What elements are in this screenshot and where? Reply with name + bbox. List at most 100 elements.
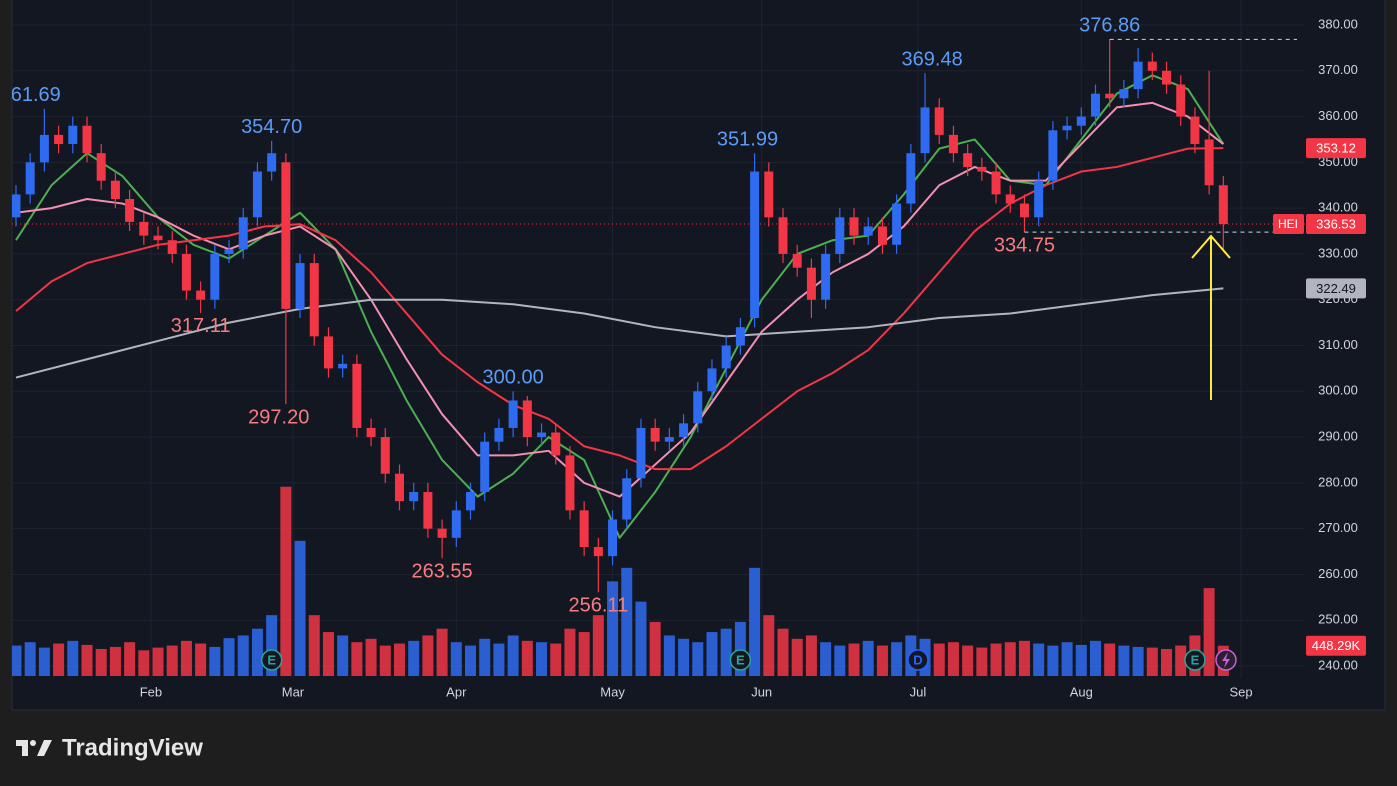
candle-body — [110, 180, 120, 199]
candle-body — [877, 226, 887, 245]
price-label-box — [1306, 138, 1366, 159]
candle-body — [1048, 130, 1058, 181]
volume-bar — [1118, 645, 1130, 676]
candle-body — [54, 134, 64, 145]
candle-body — [1204, 139, 1214, 186]
volume-bar — [1089, 640, 1101, 676]
volume-bar — [962, 645, 974, 676]
volume-bar — [436, 628, 448, 676]
volume-bar — [663, 635, 675, 676]
extreme-label: 351.99 — [717, 129, 778, 151]
y-tick-label: 260.00 — [1318, 566, 1358, 581]
volume-bar — [862, 640, 874, 676]
x-tick-label: Sep — [1230, 684, 1253, 699]
volume-bar — [280, 486, 292, 676]
candle-body — [508, 400, 518, 428]
volume-bar — [678, 638, 690, 676]
volume-bar — [692, 642, 704, 676]
event-icon — [260, 649, 283, 671]
candle-body — [707, 368, 717, 392]
candle-body — [664, 437, 674, 442]
volume-bar — [493, 643, 505, 676]
volume-bar — [393, 643, 405, 676]
volume-bar — [976, 647, 988, 676]
volume-bar — [109, 646, 121, 676]
volume-bar — [152, 647, 164, 676]
volume-bar — [223, 638, 235, 676]
candle-body — [991, 171, 1001, 195]
extreme-label: 334.75 — [994, 234, 1055, 256]
volume-bar — [990, 643, 1002, 676]
volume-bar — [450, 642, 462, 676]
candle-body — [934, 107, 944, 135]
candle-body — [579, 510, 589, 547]
ma-line — [15, 147, 1224, 471]
volume-bar — [294, 540, 306, 676]
candle-body — [636, 427, 646, 479]
volume-bar — [876, 645, 888, 676]
candle-body — [920, 107, 930, 154]
candle-body — [849, 217, 859, 236]
volume-bar — [1104, 643, 1116, 676]
y-tick-label: 310.00 — [1318, 337, 1358, 352]
candle-body — [295, 263, 305, 309]
y-tick-label: 280.00 — [1318, 474, 1358, 489]
candle-body — [323, 336, 333, 369]
price-label: 322.49 — [1316, 281, 1356, 296]
candle-body — [778, 217, 788, 254]
logo-mark — [37, 740, 52, 756]
volume-bar — [1203, 588, 1215, 676]
axis-layer: 240.00 250.00 260.00 270.00 280.00 290.00 300.… — [140, 16, 1366, 699]
volume-bar — [749, 567, 761, 676]
volume-bar — [124, 642, 136, 676]
candle-body — [1062, 125, 1072, 131]
volume-bar — [649, 621, 661, 676]
candle-body — [39, 134, 49, 163]
candle-body — [1019, 203, 1029, 218]
candle-body — [1162, 70, 1172, 85]
volume-bar — [322, 632, 334, 676]
volume-bar — [180, 640, 192, 676]
volume-bar — [592, 615, 604, 676]
candle-body — [451, 510, 461, 538]
volume-bar — [337, 635, 349, 676]
volume-bar — [734, 621, 746, 676]
volume-bar — [67, 640, 79, 676]
candle-body — [466, 492, 476, 511]
candle-body — [125, 198, 135, 222]
candle-body — [551, 432, 561, 456]
candle-body — [792, 253, 802, 268]
x-tick-label: Mar — [282, 684, 305, 699]
candle-body — [167, 240, 177, 254]
x-tick-label: Jul — [910, 684, 927, 699]
extreme-label: 300.00 — [483, 367, 544, 389]
extreme-label: 263.55 — [412, 560, 473, 582]
symbol-tag-box — [1273, 214, 1304, 235]
chart-panel — [11, 0, 1386, 711]
volume-bar — [607, 581, 619, 676]
y-tick-label: 330.00 — [1318, 245, 1358, 260]
y-tick-label: 340.00 — [1318, 200, 1358, 215]
volume-bar — [635, 601, 647, 676]
candle-body — [437, 528, 447, 538]
candle-body — [153, 235, 163, 241]
event-label: E — [736, 652, 745, 667]
candle-body — [309, 263, 319, 337]
y-tick-label: 290.00 — [1318, 429, 1358, 444]
candle-body — [1105, 93, 1115, 99]
volume-bar — [791, 638, 803, 676]
volume-bar — [1175, 645, 1187, 676]
event-icon — [729, 649, 752, 671]
candle-body — [1147, 61, 1157, 71]
price-label: 353.12 — [1316, 141, 1356, 156]
candle-body — [1076, 116, 1086, 126]
volume-bar — [820, 642, 832, 676]
candle-body — [806, 267, 816, 300]
brand-name: TradingView — [62, 734, 203, 761]
event-label: D — [913, 652, 922, 667]
y-tick-label: 380.00 — [1318, 16, 1358, 31]
candle-body — [25, 162, 35, 195]
volume-bar — [1047, 645, 1059, 676]
candle-body — [366, 427, 376, 438]
